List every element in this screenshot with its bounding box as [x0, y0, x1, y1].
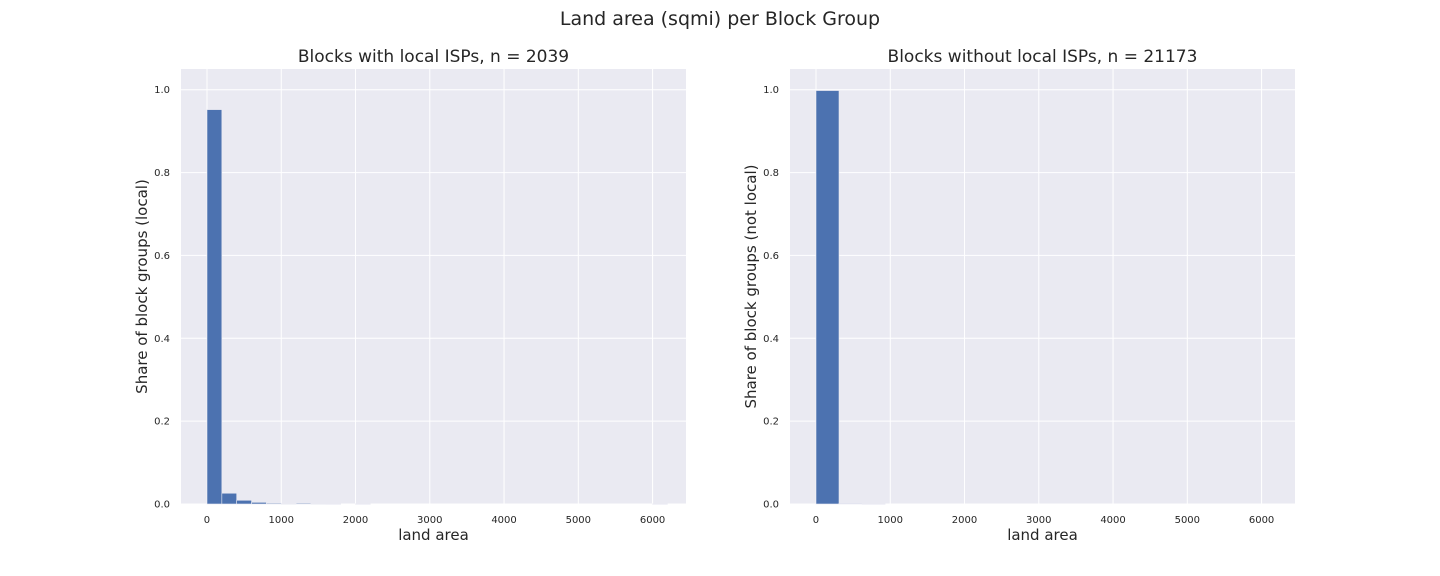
subplot-title: Blocks without local ISPs, n = 21173 [888, 47, 1198, 67]
x-tick-label: 2000 [343, 515, 368, 526]
subplot-2: 0 1000 2000 3000 4000 5000 6000 0.0 0.2 0.4 0.6 0.8… [742, 47, 1295, 544]
x-tick-label: 6000 [640, 515, 665, 526]
x-tick-label: 5000 [1175, 515, 1200, 526]
y-tick-label: 1.0 [763, 85, 779, 96]
y-tick-label: 0.6 [154, 251, 170, 262]
x-axis-label: land area [1007, 526, 1078, 544]
y-tick-label: 0.2 [763, 417, 779, 428]
histogram-bar [325, 503, 341, 505]
subplot-1: 0 1000 2000 3000 4000 5000 6000 0.0 0.2 0.4 0.6 0.8… [133, 47, 686, 544]
x-tick-label: 0 [204, 515, 210, 526]
y-tick-label: 0.0 [763, 500, 779, 511]
x-axis-label: land area [398, 526, 469, 544]
y-tick-label: 0.8 [154, 168, 170, 179]
subplot-title: Blocks with local ISPs, n = 2039 [298, 47, 569, 67]
y-axis-label: Share of block groups (local) [133, 179, 151, 394]
histogram-bar [280, 503, 297, 505]
x-tick-label: 3000 [1026, 515, 1051, 526]
x-tick-label: 3000 [417, 515, 442, 526]
histogram-bar [355, 503, 371, 505]
y-tick-label: 0.4 [763, 334, 779, 345]
histogram-bar [815, 90, 840, 505]
histogram-bar [221, 492, 237, 505]
x-tick-label: 0 [813, 515, 819, 526]
x-tick-label: 4000 [1100, 515, 1125, 526]
y-tick-label: 1.0 [154, 85, 170, 96]
y-tick-label: 0.8 [763, 168, 779, 179]
histogram-bar [310, 503, 327, 505]
x-tick-label: 1000 [878, 515, 903, 526]
plot-area [181, 69, 686, 504]
y-tick-label: 0.0 [154, 500, 170, 511]
x-tick-label: 1000 [269, 515, 294, 526]
histogram-bar [838, 503, 863, 505]
x-tick-label: 2000 [952, 515, 977, 526]
histogram-bar [206, 109, 223, 505]
x-tick-label: 5000 [566, 515, 591, 526]
x-tick-label: 6000 [1249, 515, 1274, 526]
histogram-bar [266, 502, 282, 505]
y-tick-label: 0.6 [763, 251, 779, 262]
y-tick-label: 0.4 [154, 334, 170, 345]
x-tick-label: 4000 [491, 515, 516, 526]
y-tick-label: 0.2 [154, 417, 170, 428]
plot-area [790, 69, 1295, 504]
histogram-bar [861, 503, 886, 505]
histogram-bar [236, 499, 252, 505]
histogram-bar [251, 502, 267, 505]
histogram-bar [652, 503, 668, 505]
y-axis-label: Share of block groups (not local) [742, 165, 760, 409]
figure-title: Land area (sqmi) per Block Group [559, 8, 881, 30]
histogram-bar [295, 502, 312, 505]
